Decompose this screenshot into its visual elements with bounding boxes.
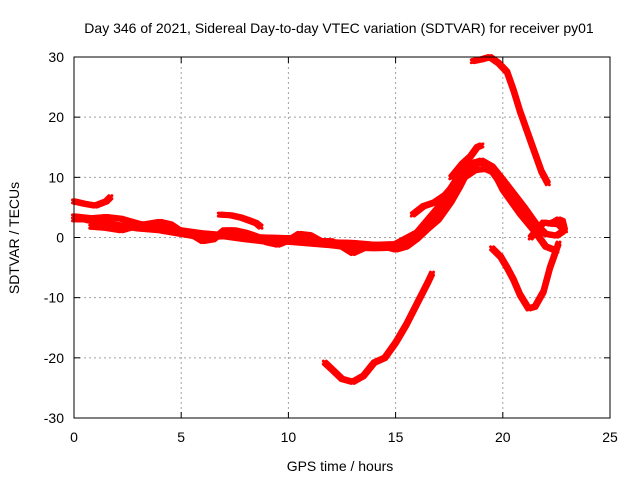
y-tick-label: 30 <box>48 49 64 65</box>
y-tick-label: 20 <box>48 109 64 125</box>
series-track-a <box>71 194 114 209</box>
series-line <box>216 214 261 230</box>
series-line <box>321 273 432 385</box>
y-tick-label: -30 <box>44 410 64 426</box>
x-tick-label: 0 <box>70 429 78 445</box>
series-line <box>219 211 264 227</box>
series-line <box>72 195 112 208</box>
y-tick-label: 10 <box>48 169 64 185</box>
series-line <box>448 142 482 178</box>
series-track-l <box>547 216 568 234</box>
y-tick-label: -20 <box>44 350 64 366</box>
series-line <box>218 213 262 229</box>
series-track-j <box>489 240 562 312</box>
series-track-i <box>321 270 435 385</box>
x-tick-label: 10 <box>281 429 297 445</box>
x-tick-label: 15 <box>388 429 404 445</box>
series-track-e <box>216 211 264 230</box>
series-line <box>449 143 483 179</box>
series-line <box>490 242 560 310</box>
series-line <box>323 272 434 384</box>
x-axis-label: GPS time / hours <box>287 458 394 474</box>
chart-title: Day 346 of 2021, Sidereal Day-to-day VTE… <box>84 20 594 36</box>
x-tick-label: 5 <box>177 429 185 445</box>
x-tick-label: 20 <box>495 429 511 445</box>
series-track-d <box>88 159 517 257</box>
y-tick-label: -10 <box>44 290 64 306</box>
series-line <box>471 55 550 185</box>
series-line <box>548 217 567 232</box>
series-track-h <box>469 54 551 187</box>
y-tick-label: 0 <box>56 230 64 246</box>
series-track-f <box>409 158 485 218</box>
series-line <box>324 273 435 385</box>
data-series <box>71 54 568 385</box>
y-axis-label: SDTVAR / TECUs <box>6 182 22 294</box>
series-line <box>89 160 515 255</box>
axes: 0 5 10 15 20 25 -30 -20 -10 0 10 20 30 <box>44 49 618 445</box>
series-track-g <box>448 142 485 181</box>
series-line <box>71 160 563 248</box>
x-tick-label: 25 <box>602 429 618 445</box>
series-line <box>411 160 483 217</box>
series-line <box>324 270 435 382</box>
